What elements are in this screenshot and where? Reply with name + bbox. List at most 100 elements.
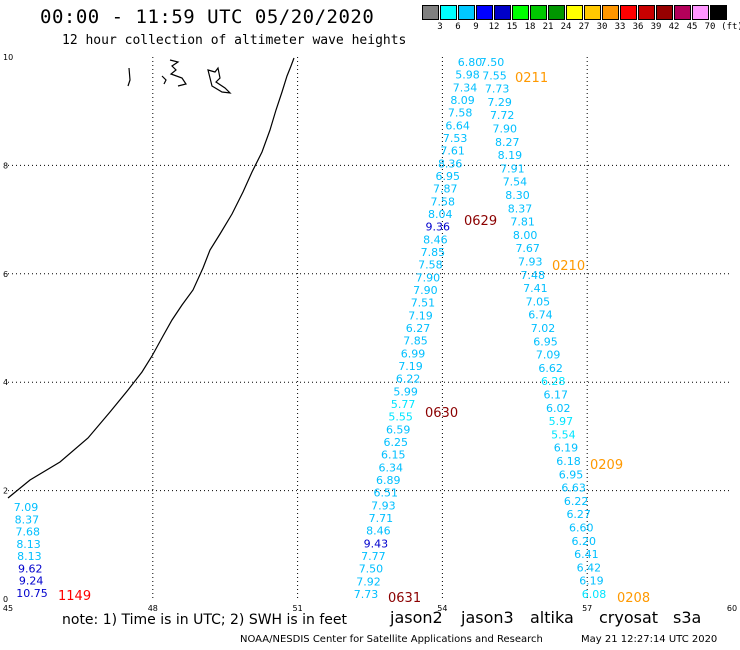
pass-label: 0210 [552, 259, 585, 274]
swh-value: 7.73 [485, 83, 510, 96]
island-path [127, 67, 131, 87]
swh-value: 8.27 [495, 136, 520, 149]
swh-value: 6.63 [561, 482, 586, 495]
legend-label: 9 [473, 22, 479, 32]
swh-value: 6.27 [406, 322, 431, 335]
swh-value: 6.19 [554, 442, 579, 455]
legend-color-bar [422, 5, 728, 20]
legend-unit: (ft) [721, 22, 740, 32]
swh-value: 8.19 [498, 149, 523, 162]
swh-value: 7.71 [369, 512, 394, 525]
swh-value: 5.99 [393, 385, 418, 398]
swh-value: 7.55 [482, 69, 507, 82]
x-tick-label: 51 [293, 604, 303, 613]
legend-label: 3 [437, 22, 443, 32]
swh-value: 6.15 [381, 449, 406, 462]
swh-value: 6.22 [564, 495, 589, 508]
legend-swatch [512, 5, 529, 20]
legend-swatch [440, 5, 457, 20]
swh-value: 7.09 [14, 501, 39, 514]
y-tick-label: 2 [3, 487, 8, 496]
swh-value: 8.46 [423, 233, 448, 246]
axis-labels: 45 48 51 54 57 60 0 2 4 6 8 10 [3, 53, 737, 613]
swh-value: 6.62 [538, 362, 563, 375]
satellite-cryosat: cryosat [599, 608, 659, 627]
swh-value: 7.41 [523, 282, 548, 295]
swh-value: 7.50 [359, 563, 384, 576]
legend-swatch [656, 5, 673, 20]
swh-value: 5.54 [551, 428, 576, 441]
credit-text: NOAA/NESDIS Center for Satellite Applica… [240, 634, 543, 645]
swh-value: 6.34 [379, 461, 404, 474]
swh-value: 8.30 [505, 189, 530, 202]
swh-value: 6.64 [445, 119, 470, 132]
timestamp-text: May 21 12:27:14 UTC 2020 [581, 634, 718, 645]
swh-value: 6.08 [582, 588, 607, 601]
satellite-altika: altika [530, 608, 574, 627]
pass-label: 0630 [425, 406, 458, 421]
y-tick-label: 10 [3, 53, 13, 62]
swh-value: 8.04 [428, 208, 453, 221]
page-title: 00:00 - 11:59 UTC 05/20/2020 [40, 6, 375, 28]
legend-label: 21 [542, 22, 554, 32]
legend-swatch [710, 5, 727, 20]
swh-value: 7.92 [356, 575, 381, 588]
swh-value: 7.73 [354, 588, 379, 601]
swh-value: 7.85 [403, 335, 428, 348]
island-path [161, 75, 167, 85]
swh-value: 7.93 [371, 499, 396, 512]
swh-value: 8.13 [16, 538, 41, 551]
swh-value: 7.68 [15, 526, 40, 539]
legend-label: 30 [596, 22, 608, 32]
swh-value: 7.09 [536, 349, 561, 362]
legend-label: 24 [560, 22, 572, 32]
legend-swatch [620, 5, 637, 20]
swh-value: 7.81 [510, 216, 535, 229]
swh-value: 6.02 [546, 402, 571, 415]
y-tick-label: 6 [3, 270, 8, 279]
swh-value: 6.60 [569, 522, 594, 535]
swh-value: 5.97 [549, 415, 574, 428]
coastline-path [7, 57, 295, 499]
legend-label: 42 [668, 22, 680, 32]
swh-value: 6.95 [435, 170, 460, 183]
swh-value: 8.37 [508, 202, 533, 215]
swh-value: 7.85 [421, 246, 446, 259]
swh-value: 7.58 [431, 195, 456, 208]
swh-value: 6.74 [528, 309, 553, 322]
legend-swatch [422, 5, 439, 20]
swh-value: 7.90 [416, 271, 441, 284]
swh-value: 7.19 [408, 309, 433, 322]
legend-swatch [674, 5, 691, 20]
swh-value: 6.19 [579, 575, 604, 588]
page-subtitle: 12 hour collection of altimeter wave hei… [62, 33, 407, 48]
swh-value: 6.25 [383, 436, 408, 449]
satellite-jason3: jason3 [461, 608, 514, 627]
swh-value: 6.42 [577, 561, 602, 574]
swh-value: 7.90 [413, 284, 438, 297]
swh-value: 6.17 [544, 389, 569, 402]
swh-value: 9.36 [426, 221, 451, 234]
legend-swatch [494, 5, 511, 20]
swh-value: 7.51 [411, 297, 436, 310]
legend-label: 33 [614, 22, 626, 32]
swh-value: 5.98 [455, 69, 480, 82]
swh-value: 7.67 [515, 242, 540, 255]
swh-value: 5.77 [391, 398, 416, 411]
swh-values: 6.805.987.348.097.586.647.537.618.366.95… [14, 56, 607, 601]
swh-value: 7.48 [521, 269, 546, 282]
swh-value: 5.55 [388, 411, 413, 424]
legend-label: 12 [488, 22, 500, 32]
swh-value: 6.59 [386, 423, 411, 436]
swh-value: 7.54 [503, 176, 528, 189]
swh-value: 9.43 [364, 537, 389, 550]
swh-value: 6.41 [574, 548, 599, 561]
swh-value: 10.75 [16, 587, 48, 600]
swh-value: 6.27 [566, 508, 591, 521]
swh-value: 6.89 [376, 474, 401, 487]
swh-value: 8.36 [438, 157, 463, 170]
swh-value: 7.29 [487, 96, 512, 109]
swh-value: 7.34 [453, 81, 478, 94]
pass-label: 1149 [58, 589, 91, 604]
